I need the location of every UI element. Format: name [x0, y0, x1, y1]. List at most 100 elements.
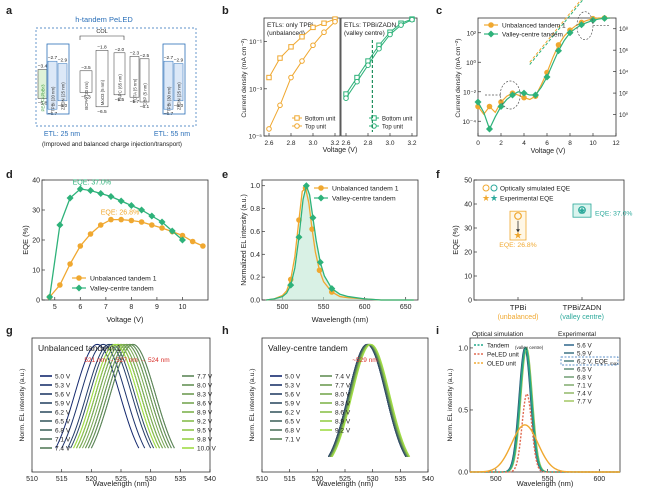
layer-lumo: −2.9 — [174, 58, 184, 64]
plot-frame — [263, 17, 341, 137]
x-tick-label: 7 — [104, 304, 108, 311]
eqe-marker — [97, 189, 105, 198]
spectrum-line — [67, 343, 152, 449]
y-tick-label: 10⁻³ — [249, 86, 263, 93]
layer-label: PEA:FAPbBr3 — [41, 84, 46, 112]
eqe-marker — [67, 261, 73, 267]
jv-marker — [486, 103, 493, 110]
layer-label: CBP (5 nm) — [143, 83, 148, 106]
legend-label: 6.8 V — [285, 428, 301, 435]
subplot-subtitle: (valley centre) — [344, 30, 385, 37]
layer-homo: −6.0 — [58, 103, 68, 109]
plot-frame — [473, 179, 625, 301]
panel-letter: d — [6, 169, 13, 181]
diagram-title: h-tandem PeLED — [75, 15, 133, 24]
layer-lumo: −2.7 — [48, 55, 58, 61]
jv-marker — [277, 102, 283, 109]
legend-subscript: max — [610, 361, 619, 366]
spectrum-line — [81, 343, 166, 449]
jv-marker — [354, 78, 360, 85]
el-area — [266, 185, 414, 300]
layer-homo: −6.1 — [140, 104, 150, 110]
layer-label: TPBi (30 nm) — [167, 86, 172, 112]
legend-label: 7.4 V — [55, 446, 71, 453]
y-tick-label: 20 — [464, 250, 472, 257]
category-sublabel: (unbalanced) — [498, 314, 539, 321]
y2-tick-label: 10⁶ — [619, 48, 629, 55]
legend-label: Valley-centre tandem — [90, 286, 154, 293]
layer-homo: −6.5 — [97, 109, 107, 115]
jv-marker — [299, 34, 305, 40]
legend-label: 7.4 V — [577, 391, 593, 398]
legend-marker — [318, 185, 324, 191]
jv-marker — [554, 47, 563, 55]
x-tick-label: 5 — [53, 304, 57, 311]
jv-marker — [387, 31, 393, 38]
x-axis-label: Voltage (V) — [531, 148, 566, 155]
legend-subscript: (valley centre) — [515, 345, 544, 350]
layer-label: BCPAl (20 nm) — [84, 81, 89, 110]
jv-marker — [365, 62, 371, 68]
y-tick-label: 1.0 — [250, 183, 260, 190]
x-tick-label: 525 — [339, 476, 351, 483]
eqe-marker — [138, 219, 145, 225]
category-label: TPBi/ZADN — [563, 303, 602, 312]
layer-lumo: −2.5 — [140, 53, 150, 59]
layer-lumo: −1.8 — [97, 44, 107, 50]
x-tick-label: 3.0 — [385, 140, 394, 147]
col-bracket — [79, 35, 125, 40]
legend-label: 9.5 V — [197, 428, 213, 435]
y-tick-label: 10⁻⁴ — [463, 119, 477, 126]
x-tick-label: 0 — [476, 140, 480, 147]
x-tick-label: 4 — [522, 140, 526, 147]
spectrum-line — [331, 343, 411, 457]
legend-label: 8.0 V — [197, 383, 213, 390]
layer-lumo: −2.7 — [164, 55, 174, 61]
layer-block — [57, 63, 68, 102]
legend-label: 6.5 V — [285, 419, 301, 426]
legend-marker: ★ — [482, 193, 490, 203]
x-axis-label: Wavelength (nm) — [312, 315, 369, 324]
legend-label: Unbalanced tandem 1 — [332, 186, 399, 193]
jv-marker — [566, 29, 574, 37]
y-tick-label: 40 — [32, 178, 40, 185]
legend-label: 8.6 V — [335, 410, 351, 417]
layer-homo: −5.7 — [130, 99, 140, 105]
y-tick-label: 10⁻¹ — [249, 39, 263, 46]
layer-lumo: −2.3 — [130, 50, 140, 56]
y-tick-label: 10 — [32, 268, 40, 275]
legend-label: 5.9 V — [285, 401, 301, 408]
jv-marker — [508, 91, 517, 99]
legend-label: 7.1 V — [577, 383, 593, 390]
eqe-annotation: EQE: 26.8% — [101, 210, 140, 217]
legend-label: Top unit — [382, 125, 403, 131]
legend-label: PeLED unit — [487, 352, 519, 359]
category-label: TPBi — [510, 303, 527, 312]
y-axis-label: Current density (mA cm⁻²) — [241, 38, 248, 117]
x-axis-label: Voltage (V) — [323, 147, 358, 154]
plot-frame — [340, 17, 418, 137]
y-axis-label: Norm. EL intensity (a.u.) — [447, 368, 454, 441]
subplot-title: ETLs: TPBi/ZADN — [344, 22, 397, 29]
x-tick-label: 2 — [499, 140, 503, 147]
y-axis-label: EQE (%) — [21, 225, 30, 255]
jv-marker — [288, 74, 294, 81]
layer-lumo: −2.9 — [58, 58, 68, 64]
eqe-annotation: EQE: 37.0% — [73, 180, 112, 187]
simulated-spectrum — [469, 424, 620, 473]
panel-letter: g — [6, 325, 13, 337]
jv-marker — [531, 91, 540, 99]
y-axis-label: Normalized EL intensity (a.u.) — [241, 194, 248, 286]
panel-letter: b — [222, 5, 229, 17]
jv-marker — [409, 16, 415, 23]
x-tick-label: 650 — [400, 304, 412, 311]
layer-label: TPBi (20 nm) — [51, 86, 56, 112]
legend-label: 6.8 V — [577, 375, 593, 382]
x-tick-label: 520 — [85, 476, 97, 483]
subplot-title: ETLs: only TPBi — [267, 22, 313, 29]
layer-homo: −5.8 — [38, 100, 48, 106]
luminance-line — [529, 0, 584, 65]
legend-marker — [76, 275, 82, 281]
x-tick-label: 520 — [311, 476, 323, 483]
